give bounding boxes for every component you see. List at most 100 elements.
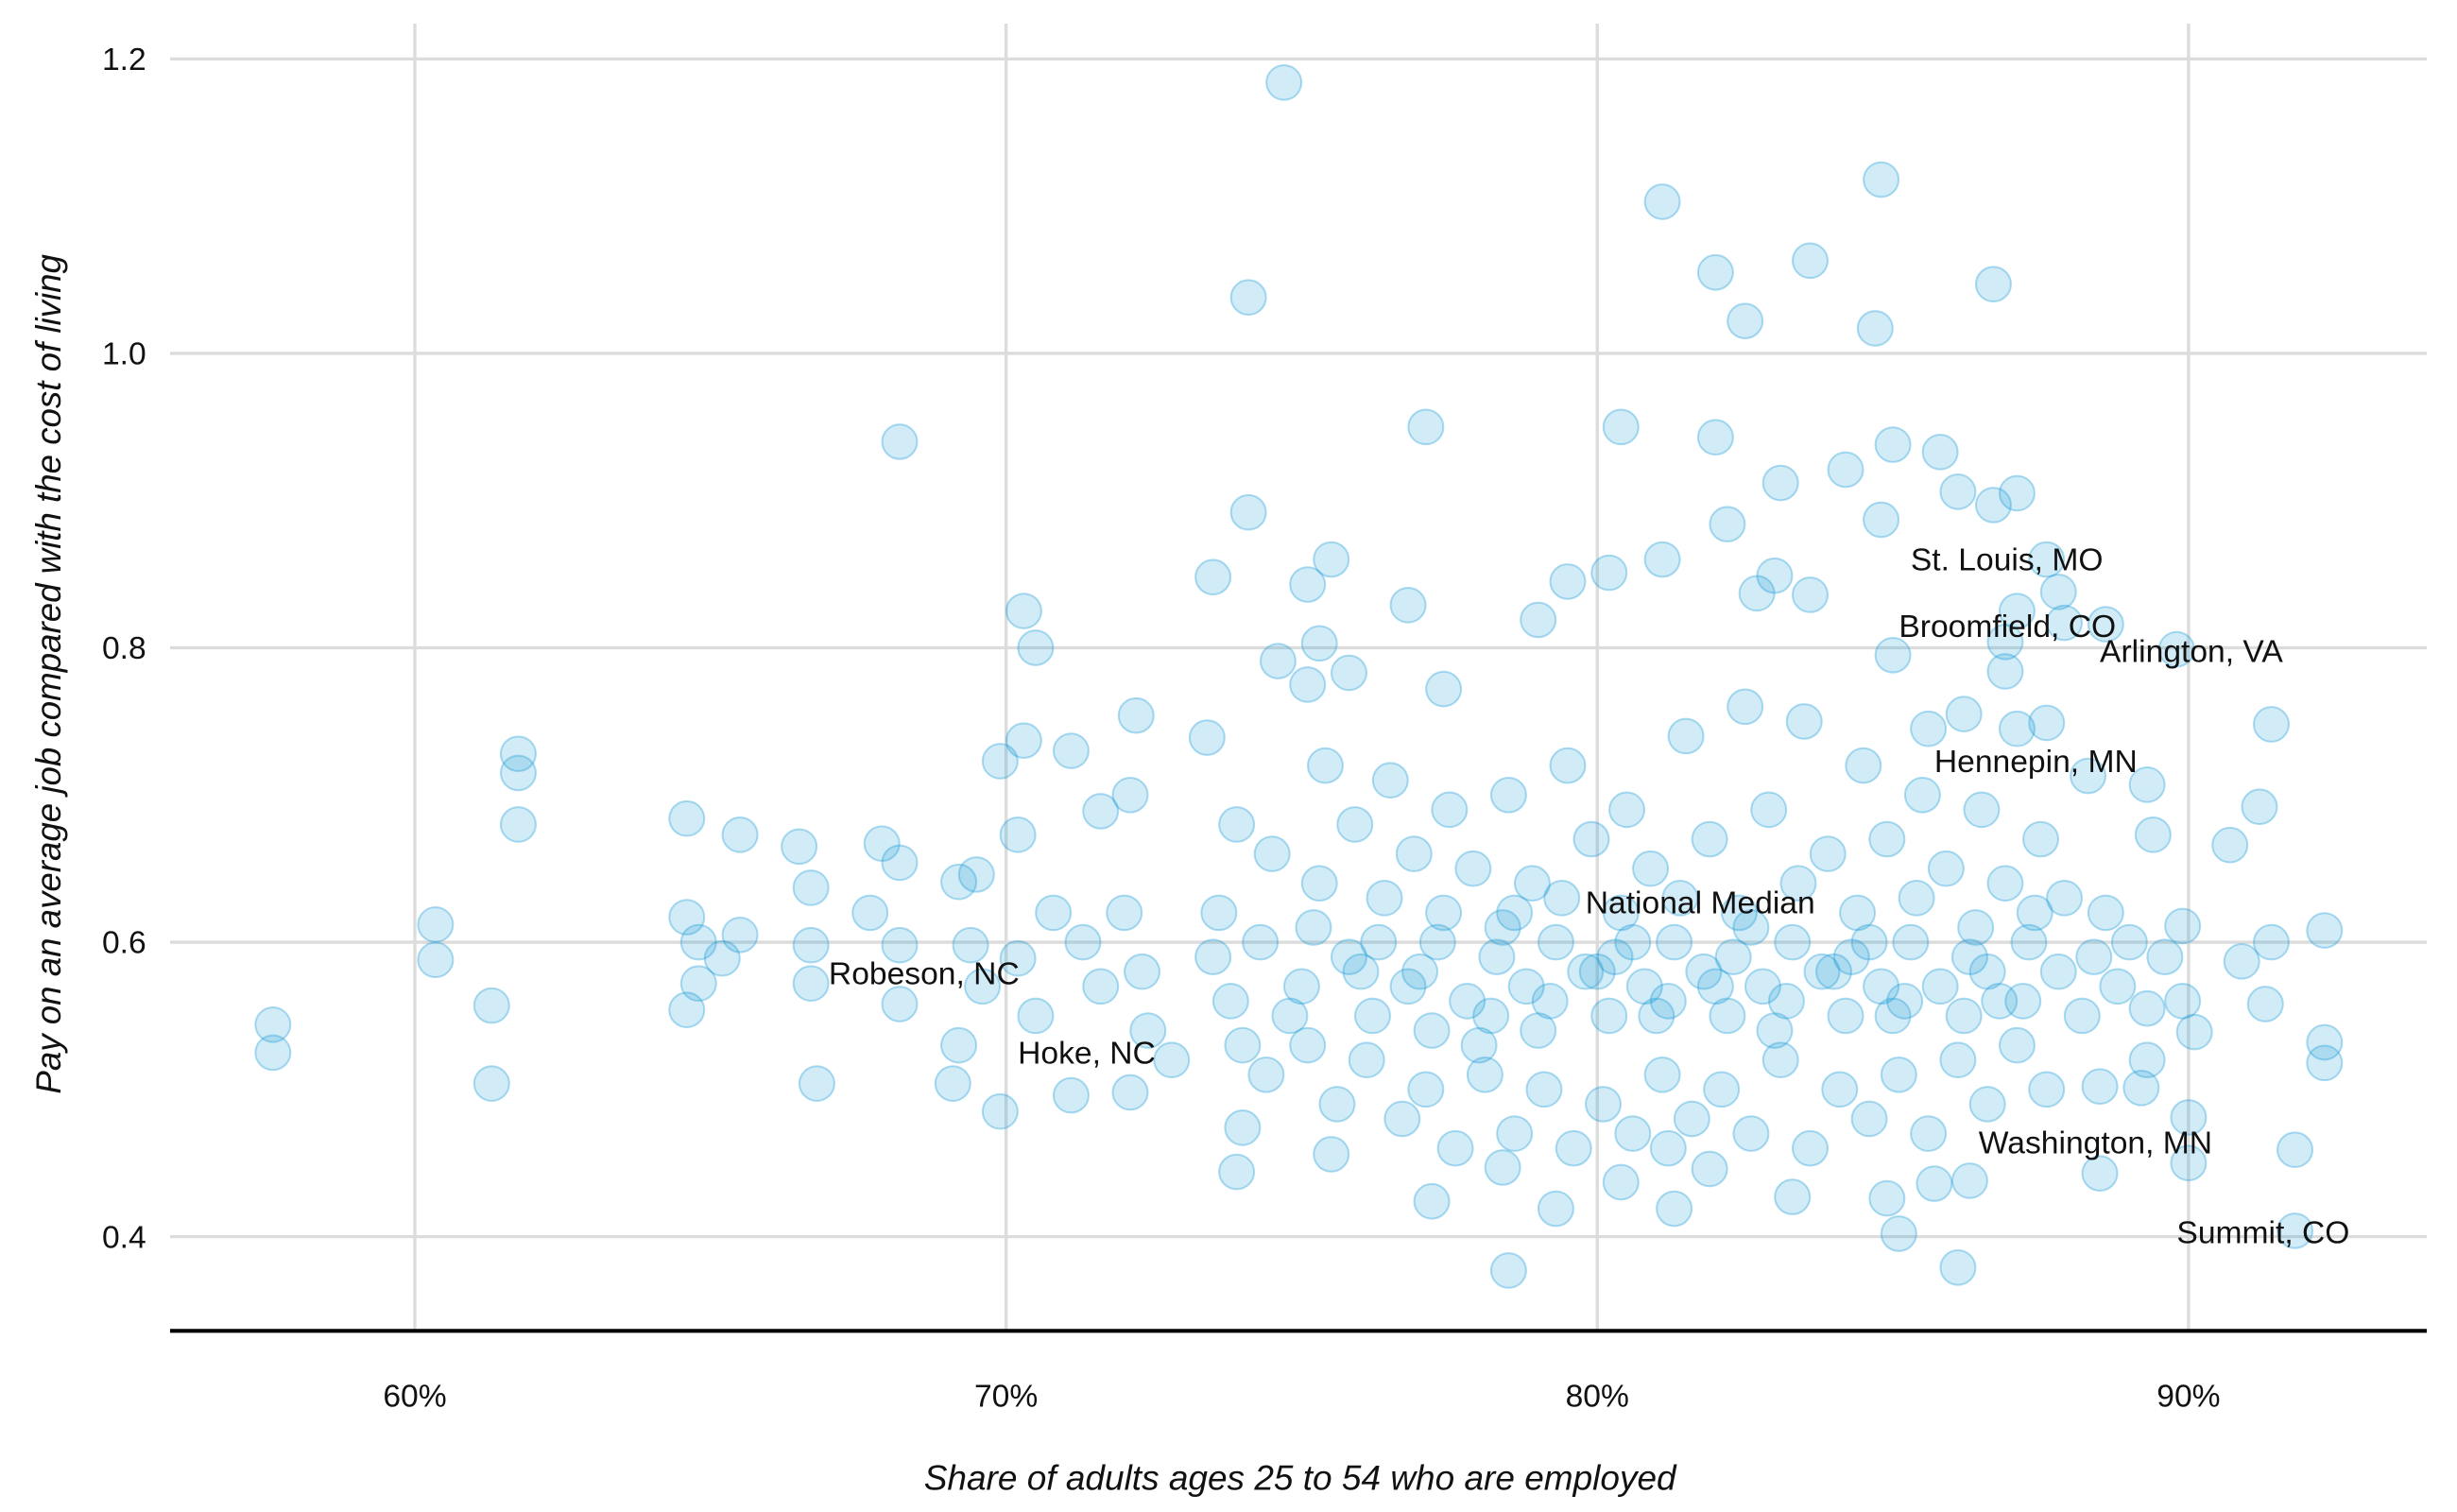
data-point: [792, 926, 830, 964]
data-point: [1696, 968, 1734, 1005]
data-point: [1968, 953, 2006, 990]
data-point: [1484, 909, 1521, 946]
data-point: [417, 941, 455, 979]
data-point: [1472, 997, 1510, 1035]
data-points: [254, 63, 2344, 1289]
data-point: [952, 926, 989, 964]
data-point: [1289, 666, 1327, 703]
data-point: [863, 825, 901, 863]
data-point: [1082, 968, 1120, 1005]
data-point: [1916, 1165, 1953, 1202]
data-point: [1850, 923, 1888, 961]
y-tick-label: 0.6: [102, 926, 146, 961]
data-point: [1656, 923, 1693, 961]
data-point: [2252, 706, 2291, 743]
data-point: [1643, 183, 1681, 220]
data-point: [2277, 1131, 2314, 1169]
data-point: [2128, 989, 2166, 1027]
data-point: [1732, 1115, 1770, 1152]
x-tick-label: 90%: [2156, 1379, 2220, 1414]
data-point: [1832, 938, 1870, 975]
data-point: [1827, 451, 1864, 489]
gridlines: [169, 24, 2428, 1332]
data-point: [254, 1005, 292, 1043]
data-point: [417, 906, 455, 943]
data-point: [1998, 474, 2036, 512]
data-point: [1590, 554, 1628, 592]
data-point: [2164, 907, 2202, 945]
data-point: [1767, 983, 1805, 1020]
data-point: [1348, 1041, 1385, 1079]
data-point: [1957, 909, 1995, 946]
data-point: [2046, 880, 2084, 917]
data-point: [1673, 1100, 1710, 1138]
data-point: [881, 423, 919, 460]
data-point: [1856, 310, 1894, 347]
annotation-label: Summit, CO: [2176, 1216, 2349, 1251]
data-point: [1224, 1109, 1262, 1146]
data-point: [1602, 894, 1640, 932]
data-point: [1714, 938, 1752, 975]
data-point: [1910, 1115, 1948, 1152]
data-point: [1950, 938, 1988, 975]
data-point: [1939, 1041, 1977, 1079]
data-point: [254, 1034, 292, 1072]
data-point: [1229, 279, 1267, 317]
data-point: [1998, 593, 2036, 629]
data-point: [1974, 266, 2012, 303]
data-point: [1602, 408, 1640, 446]
data-point: [1129, 1012, 1167, 1049]
data-point: [1803, 953, 1841, 990]
data-point: [1543, 880, 1581, 917]
data-point: [2010, 923, 2048, 961]
data-point: [2211, 826, 2249, 864]
data-point: [1567, 953, 1605, 990]
data-point: [1667, 717, 1705, 755]
annotation-label: St. Louis, MO: [1911, 543, 2104, 578]
data-point: [1005, 722, 1042, 759]
data-point: [1484, 1149, 1521, 1186]
data-point: [1874, 426, 1912, 463]
data-point: [2241, 788, 2278, 826]
data-point: [1649, 1129, 1687, 1167]
data-point: [1939, 473, 1977, 510]
data-point: [940, 863, 978, 901]
data-point: [1703, 1071, 1741, 1108]
data-point: [2016, 894, 2053, 932]
data-point: [499, 735, 537, 773]
y-axis-label: Pay on an average job compared with the …: [29, 254, 68, 1094]
data-point: [1643, 541, 1681, 578]
data-point: [2028, 541, 2066, 578]
data-point: [1555, 1129, 1592, 1167]
data-point: [1880, 1215, 1917, 1252]
data-point: [721, 916, 759, 954]
data-point: [798, 1065, 835, 1102]
data-point: [1371, 762, 1409, 799]
data-point: [1981, 983, 2019, 1020]
data-point: [1779, 865, 1817, 902]
data-point: [1537, 1190, 1574, 1228]
data-point: [1389, 968, 1427, 1005]
data-point: [1815, 953, 1853, 990]
data-point: [1436, 1129, 1474, 1167]
data-point: [1845, 747, 1882, 784]
data-point: [1696, 419, 1734, 456]
data-point: [668, 991, 706, 1029]
data-point: [1017, 629, 1055, 666]
data-point: [1253, 835, 1291, 872]
data-point: [1921, 968, 1959, 1005]
data-point: [2081, 1068, 2119, 1106]
data-point: [1791, 242, 1830, 280]
data-point: [679, 965, 717, 1003]
y-tick-label: 0.4: [102, 1220, 146, 1255]
data-point: [1200, 894, 1238, 932]
data-point: [1395, 835, 1433, 872]
data-point: [472, 1065, 510, 1102]
data-point: [1632, 850, 1670, 887]
y-tick-label: 1.0: [102, 337, 146, 372]
data-point: [1520, 1012, 1557, 1049]
data-point: [1330, 938, 1367, 975]
data-point: [1585, 1086, 1623, 1123]
annotation-label: Hennepin, MN: [1934, 745, 2138, 780]
data-point: [1974, 487, 2012, 524]
